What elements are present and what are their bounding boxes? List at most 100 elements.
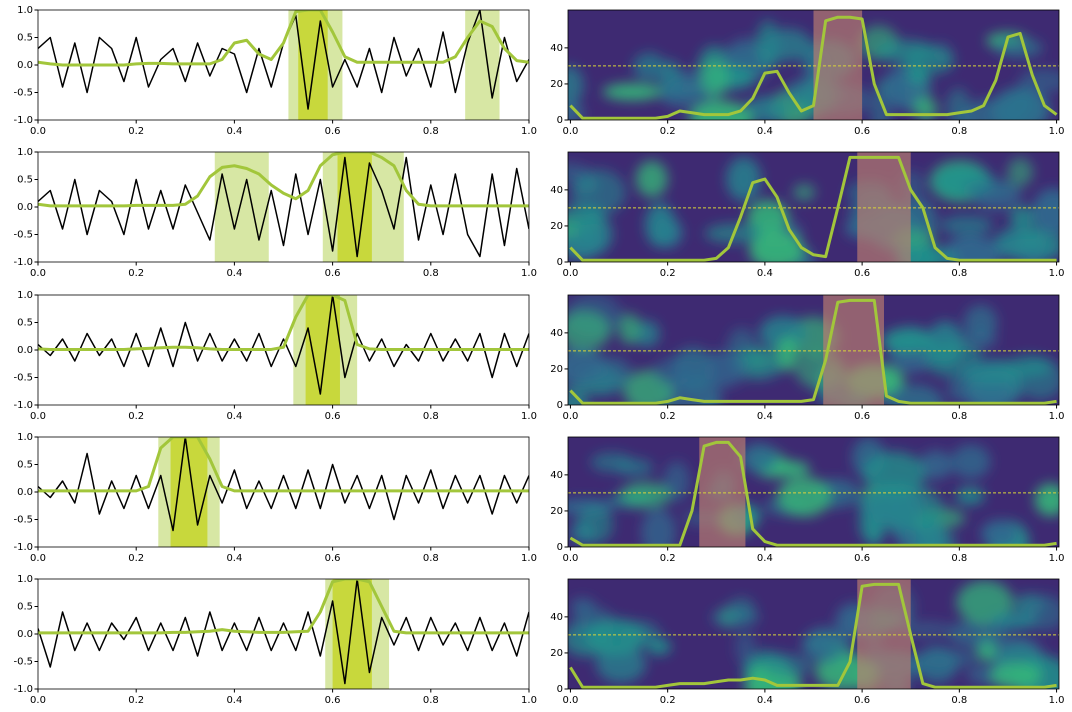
series-line <box>38 437 529 493</box>
x-tick-label: 0.6 <box>325 411 341 422</box>
x-tick-label: 0.4 <box>757 695 773 706</box>
heatmap-blob <box>763 653 812 679</box>
highlight-span <box>214 152 269 262</box>
heatmap-blob <box>951 444 991 479</box>
x-tick-label: 1.0 <box>521 695 537 706</box>
heatmap-blob <box>1034 483 1059 517</box>
x-tick-label: 1.0 <box>1049 553 1065 564</box>
y-tick-label: 0.0 <box>17 629 33 640</box>
heatmap-blob <box>792 183 816 202</box>
plot-area <box>38 579 529 689</box>
highlight-span <box>305 295 340 405</box>
y-tick-label: 0.5 <box>17 460 33 471</box>
x-tick-label: 0.8 <box>423 268 439 279</box>
x-tick-label: 0.0 <box>30 268 46 279</box>
heatmap-blob <box>602 83 662 101</box>
series-line <box>569 15 1058 120</box>
plot-area <box>568 579 1059 689</box>
axes-frame <box>567 9 1060 121</box>
x-tick-label: 0.2 <box>660 268 676 279</box>
heatmap-blob <box>777 476 832 517</box>
heatmap-blob <box>915 646 959 683</box>
x-tick-label: 0.2 <box>660 126 676 137</box>
y-tick-label: 40 <box>550 43 563 54</box>
subplot: 0.0 0.2 0.4 0.6 0.8 1.0 0 20 40 <box>550 9 1065 137</box>
y-tick-label: 20 <box>550 79 563 90</box>
y-tick-label: -0.5 <box>13 515 33 526</box>
y-tick-label: 40 <box>550 470 563 481</box>
x-tick-label: 0.6 <box>854 695 870 706</box>
x-tick-label: 1.0 <box>1049 411 1065 422</box>
x-tick-label: 0.4 <box>226 695 242 706</box>
y-tick-label: 40 <box>550 185 563 196</box>
x-tick-label: 0.8 <box>423 126 439 137</box>
series-line <box>38 156 529 258</box>
heatmap-blob <box>886 384 944 405</box>
y-tick-label: 40 <box>550 612 563 623</box>
x-tick-label: 0.6 <box>854 553 870 564</box>
heatmap-blob <box>577 505 614 545</box>
y-tick-label: 0.5 <box>17 175 33 186</box>
heatmap-blob <box>740 443 778 473</box>
y-tick-label: -0.5 <box>13 230 33 241</box>
subplot: 0.0 0.2 0.4 0.6 0.8 1.0 0 20 40 <box>550 436 1065 564</box>
x-tick-label: 0.6 <box>854 268 870 279</box>
heatmap-blob <box>955 487 985 506</box>
y-tick-label: 0.5 <box>17 33 33 44</box>
heatmap-blob <box>641 508 676 547</box>
axes-frame <box>567 436 1060 548</box>
x-tick-label: 0.4 <box>757 268 773 279</box>
x-tick-label: 0.6 <box>325 695 341 706</box>
subplot: 0.0 0.2 0.4 0.6 0.8 1.0 -1.0 -0.5 0.0 0.5 1.0 <box>13 432 536 564</box>
x-tick-label: 0.6 <box>325 126 341 137</box>
heatmap-blob <box>652 356 698 387</box>
x-tick-label: 0.6 <box>325 553 341 564</box>
series-line <box>38 295 529 395</box>
subplot: 0.0 0.2 0.4 0.6 0.8 1.0 0 20 40 <box>550 151 1065 279</box>
heatmap-blob <box>881 327 934 354</box>
heatmap-blob <box>956 580 1014 625</box>
x-tick-label: 0.2 <box>128 126 144 137</box>
heatmap-blob <box>1032 188 1059 235</box>
heatmap-blob <box>568 65 584 106</box>
heatmap-blob <box>919 450 953 480</box>
heatmap-blob <box>744 96 790 120</box>
x-tick-label: 1.0 <box>1049 126 1065 137</box>
heatmap-blob <box>664 80 704 99</box>
y-tick-label: -1.0 <box>13 684 33 695</box>
highlight-span <box>298 10 328 120</box>
heatmap-blob <box>980 520 1019 547</box>
series-line <box>38 437 529 532</box>
y-tick-label: 0 <box>557 115 563 126</box>
heatmap-blob <box>914 96 938 120</box>
heatmap-blob <box>762 28 812 62</box>
subplot: 0.0 0.2 0.4 0.6 0.8 1.0 -1.0 -0.5 0.0 0.5 1.0 <box>13 147 536 279</box>
x-tick-label: 0.6 <box>854 126 870 137</box>
heatmap-blob <box>940 215 994 236</box>
x-tick-label: 0.0 <box>562 553 578 564</box>
heatmap-blob <box>1018 68 1059 94</box>
x-tick-label: 0.2 <box>128 268 144 279</box>
heatmap-blob <box>634 320 660 348</box>
plot-area <box>38 152 529 262</box>
plot-area <box>568 437 1059 547</box>
heatmap-blob <box>620 482 672 508</box>
y-tick-label: 20 <box>550 221 563 232</box>
heatmap-blob <box>749 230 805 262</box>
x-tick-label: 0.8 <box>951 126 967 137</box>
y-tick-label: 0.5 <box>17 318 33 329</box>
axes-frame <box>567 151 1060 263</box>
y-tick-label: 0.0 <box>17 487 33 498</box>
x-tick-label: 0.0 <box>30 695 46 706</box>
x-tick-label: 0.2 <box>660 553 676 564</box>
x-tick-label: 0.0 <box>30 553 46 564</box>
y-tick-label: -0.5 <box>13 657 33 668</box>
y-tick-label: 20 <box>550 648 563 659</box>
x-tick-label: 0.8 <box>951 553 967 564</box>
heatmap-blob <box>615 458 654 477</box>
y-tick-label: 0.0 <box>17 345 33 356</box>
series-line <box>569 440 1057 547</box>
heatmap-blob <box>633 52 666 81</box>
subplot: 0.0 0.2 0.4 0.6 0.8 1.0 -1.0 -0.5 0.0 0.5 1.0 <box>13 574 536 706</box>
